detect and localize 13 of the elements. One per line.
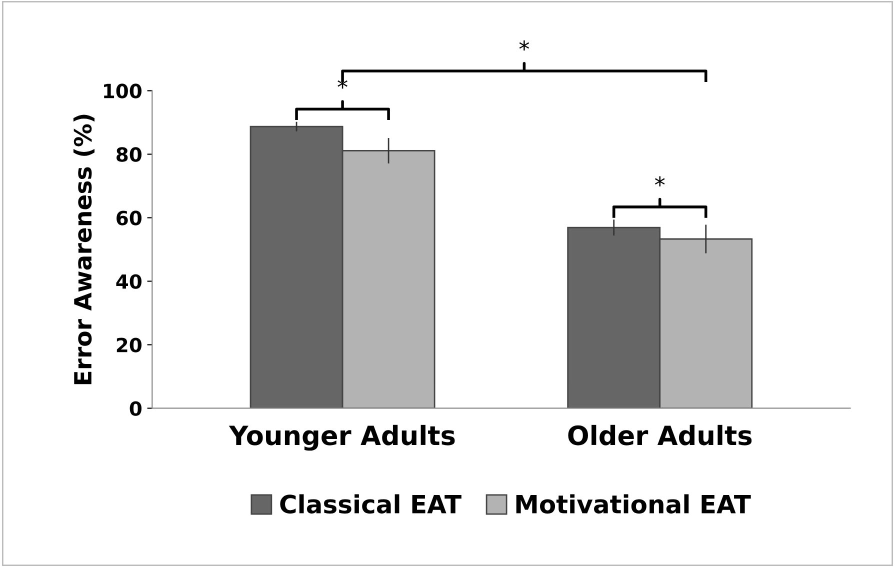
annotation: * — [654, 176, 665, 186]
legend-label: Motivational EAT — [516, 494, 751, 514]
legend-label: Classical EAT — [280, 494, 462, 514]
y-tick-label: 20 — [116, 338, 142, 352]
x-tick-label: Younger Adults — [228, 424, 455, 451]
y-tick-label: 40 — [116, 274, 142, 289]
x-tick-label: Older Adults — [568, 424, 752, 446]
y-tick-label: 60 — [116, 210, 142, 226]
y-axis-title: Error Awareness (%) — [73, 114, 94, 384]
y-tick-label: 0 — [130, 401, 142, 416]
y-tick-label: 100 — [104, 84, 142, 98]
y-tick-label: 80 — [116, 147, 142, 162]
text: * — [519, 40, 530, 51]
